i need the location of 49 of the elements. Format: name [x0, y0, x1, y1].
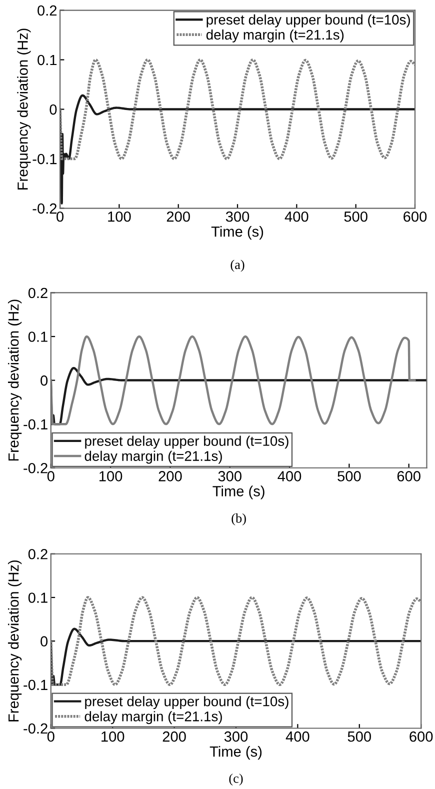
- legend-label: preset delay upper bound (t=10s): [85, 436, 288, 449]
- x-tick-label: 400: [286, 731, 310, 742]
- x-axis-title: Time (s): [210, 746, 262, 760]
- x-tick-label: 500: [348, 731, 371, 742]
- y-tick-label: -0.2: [32, 203, 57, 214]
- y-tick-label: 0.2: [28, 288, 48, 298]
- x-axis-title: Time (s): [212, 486, 264, 500]
- x-tick-label: 400: [278, 471, 302, 482]
- x-tick-label: 500: [338, 471, 361, 482]
- x-tick-label: 100: [102, 731, 124, 742]
- x-tick-label: 400: [284, 211, 308, 222]
- x-tick-label: 300: [226, 211, 250, 222]
- x-tick-label: 0: [56, 211, 64, 222]
- y-tick-label: -0.2: [24, 462, 48, 474]
- legend-label: delay margin (t=21.1s): [84, 450, 222, 464]
- x-tick-label: 200: [158, 471, 182, 482]
- legend-label: preset delay upper bound (t=10s): [206, 14, 410, 28]
- x-tick-label: 200: [162, 731, 186, 742]
- y-tick-label: -0.1: [24, 419, 48, 430]
- x-tick-label: 200: [166, 211, 190, 222]
- y-axis-title: Frequency deviation (Hz): [8, 300, 22, 461]
- y-axis-title: Frequency deviation (Hz): [8, 560, 22, 722]
- x-tick-label: 100: [108, 211, 131, 222]
- y-tick-label: 0: [40, 375, 48, 386]
- x-tick-label: 500: [344, 211, 368, 222]
- y-tick-label: 0.1: [38, 54, 57, 66]
- x-tick-label: 100: [100, 471, 122, 482]
- y-tick-label: -0.2: [24, 723, 48, 734]
- text: (b): [232, 513, 246, 526]
- legend-label: delay margin (t=21.1s): [84, 711, 222, 724]
- y-tick-label: 0.1: [28, 332, 48, 342]
- x-tick-label: 600: [404, 211, 427, 222]
- y-tick-label: -0.1: [32, 154, 57, 164]
- y-tick-label: 0: [50, 104, 57, 115]
- x-tick-label: 300: [224, 731, 248, 742]
- legend-label: delay margin (t=21.1s): [206, 29, 344, 42]
- y-tick-label: 0: [40, 636, 48, 646]
- x-tick-label: 300: [218, 471, 242, 482]
- text: (c): [229, 774, 243, 786]
- y-axis-title: Frequency deviation (Hz): [17, 28, 31, 190]
- y-tick-label: 0.2: [38, 5, 57, 16]
- x-axis-title: Time (s): [211, 226, 264, 240]
- legend-label: preset delay upper bound (t=10s): [85, 696, 288, 710]
- y-tick-label: 0.2: [28, 548, 48, 560]
- x-tick-label: 600: [410, 731, 433, 742]
- y-tick-label: 0.1: [28, 592, 48, 603]
- x-tick-label: 600: [397, 471, 420, 482]
- text: (a): [230, 260, 244, 272]
- y-tick-label: -0.1: [24, 680, 48, 690]
